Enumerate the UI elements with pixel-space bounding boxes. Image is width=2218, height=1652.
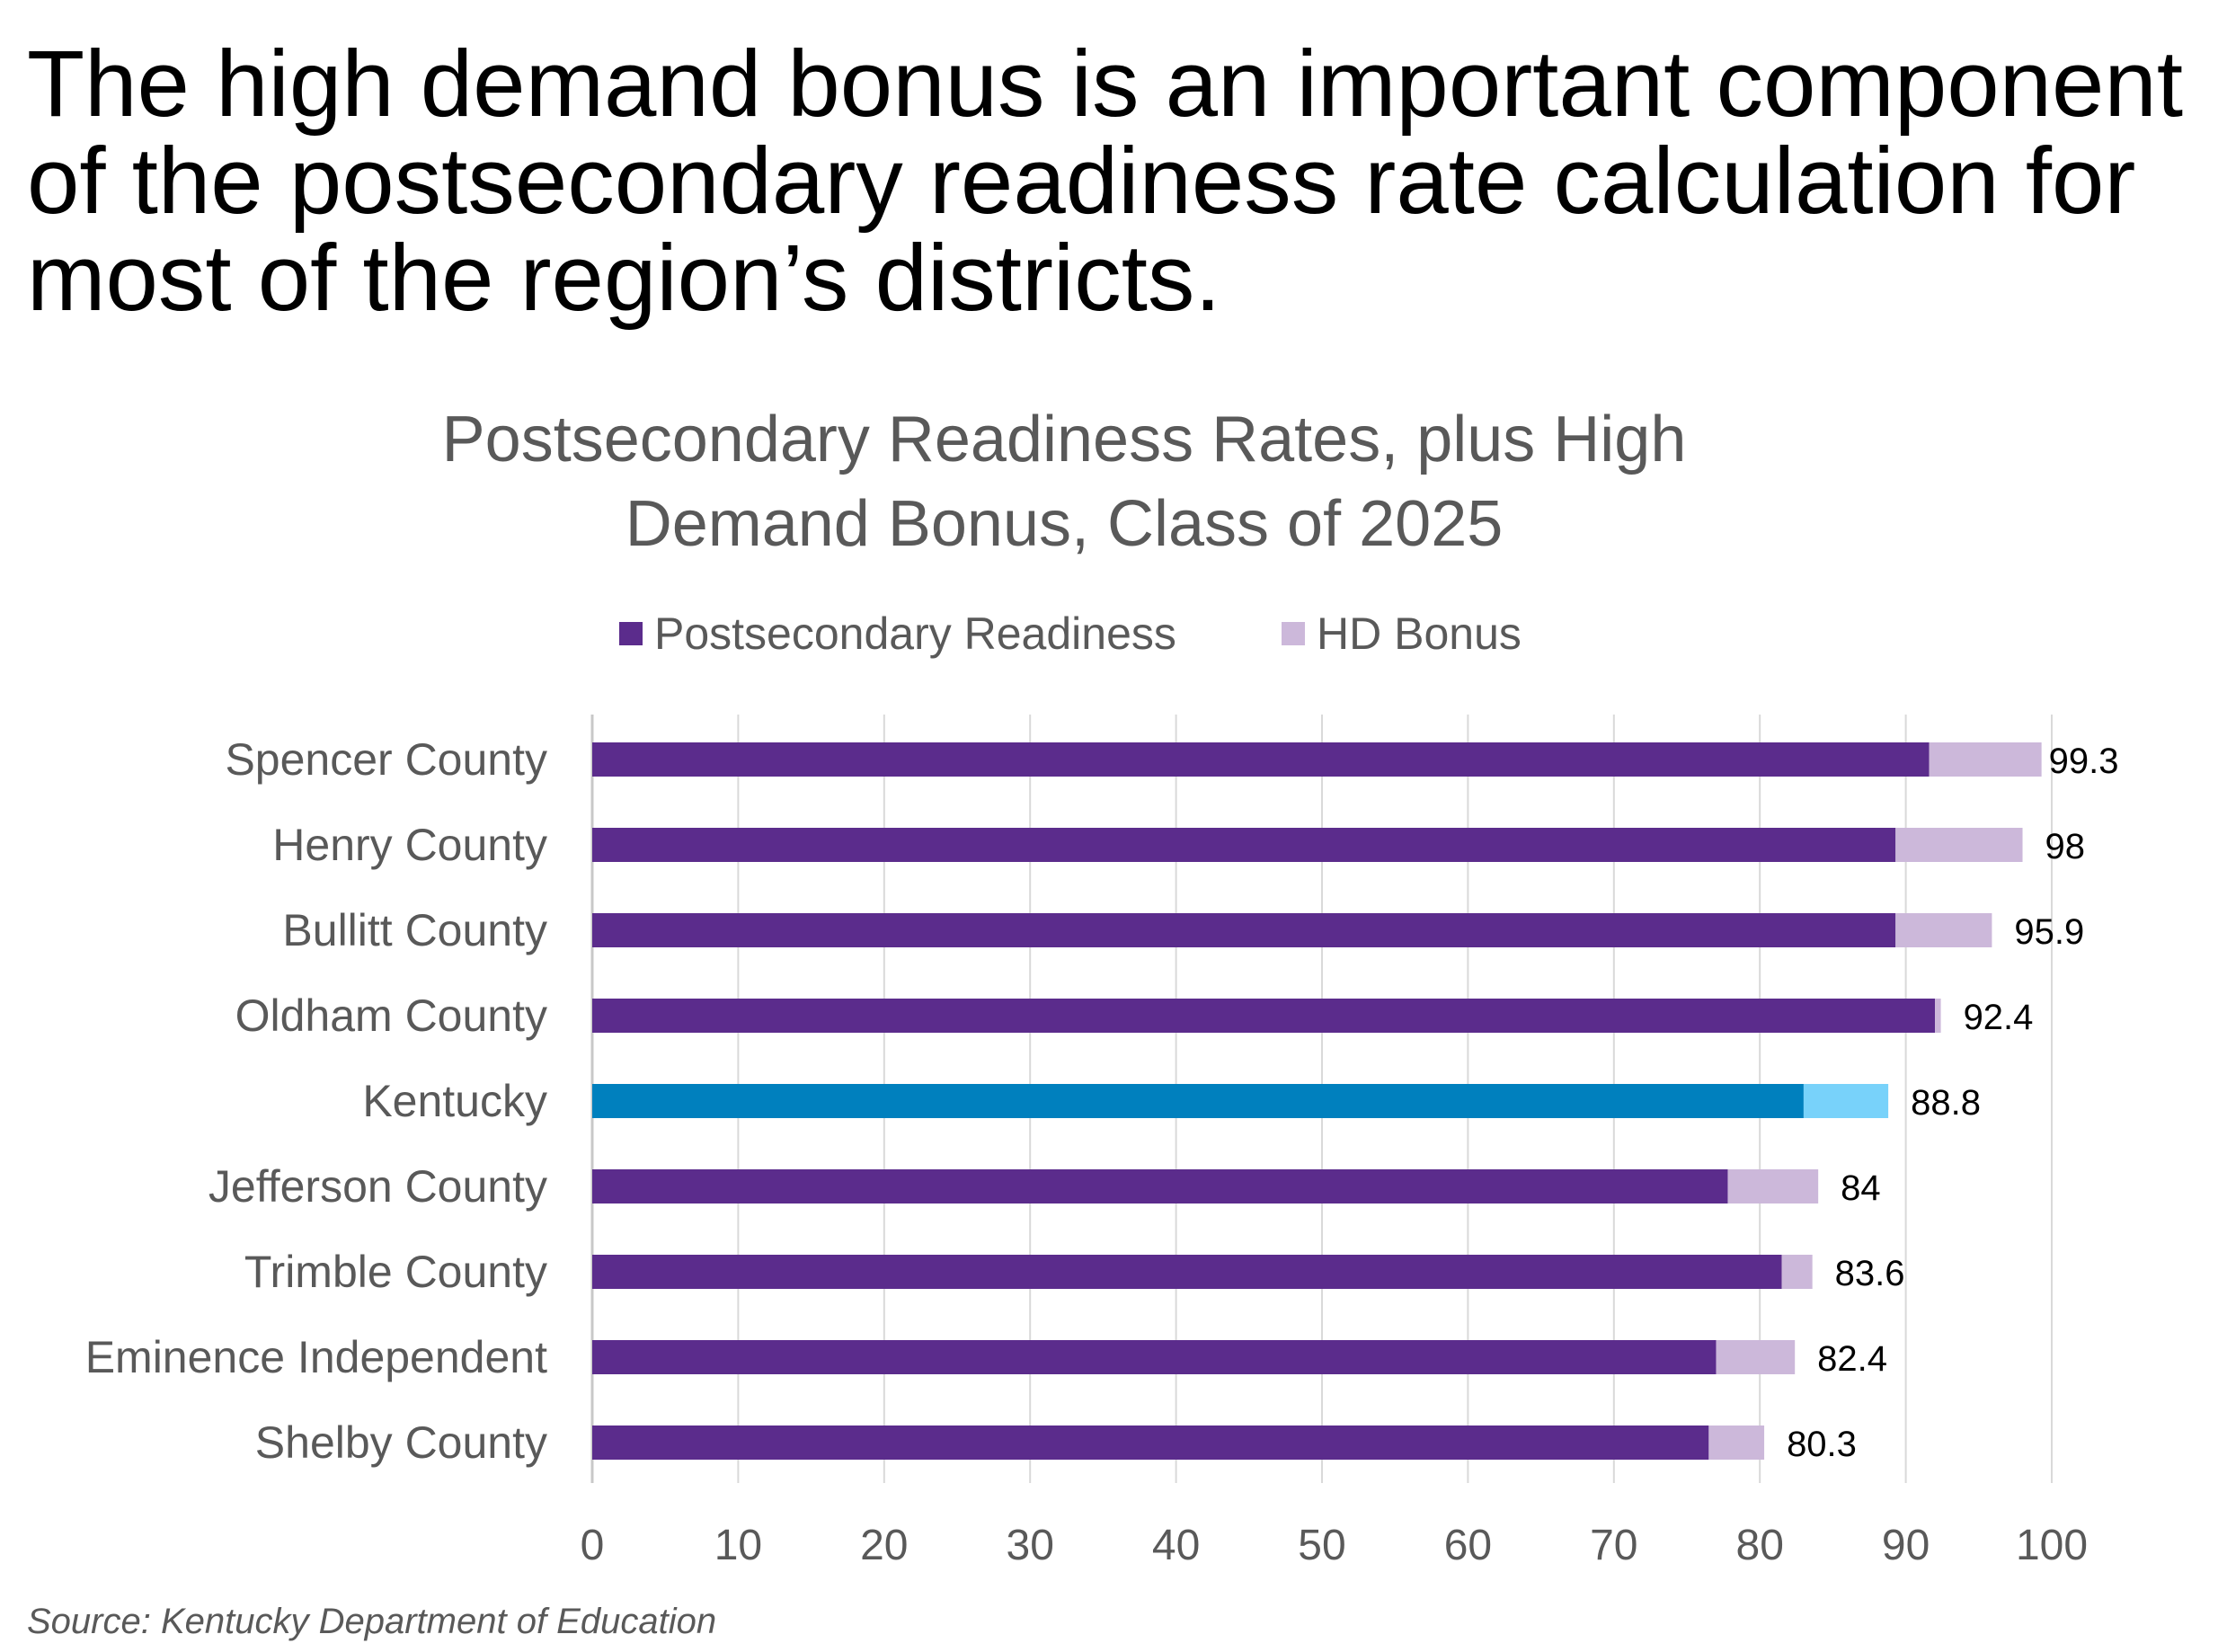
x-tick-label-70: 70 — [1590, 1522, 1637, 1569]
x-tick-label-0: 0 — [581, 1522, 605, 1569]
bar-eminence-independent-readiness — [592, 1340, 1717, 1374]
data-label-jefferson-county: 84 — [1841, 1168, 1881, 1208]
legend-swatch-readiness — [619, 622, 643, 645]
legend: Postsecondary Readiness HD Bonus — [619, 608, 1522, 659]
data-label-shelby-county: 80.3 — [1787, 1425, 1857, 1464]
x-tick-label-30: 30 — [1007, 1522, 1054, 1569]
category-label-oldham-county: Oldham County — [235, 990, 547, 1041]
category-labels: Spencer County Henry County Bullitt County… — [85, 734, 547, 1468]
bar-trimble-county-readiness — [592, 1255, 1782, 1289]
x-tick-label-90: 90 — [1882, 1522, 1930, 1569]
legend-swatch-hd-bonus — [1282, 622, 1305, 645]
category-label-spencer-county: Spencer County — [225, 734, 547, 785]
category-label-bullitt-county: Bullitt County — [282, 905, 547, 955]
data-label-eminence-independent: 82.4 — [1817, 1339, 1887, 1379]
bar-eminence-independent-hd-bonus — [1716, 1340, 1796, 1374]
data-labels: 99.3 98 95.9 92.4 88.8 84 83.6 82.4 80.3 — [1787, 742, 2118, 1464]
legend-label-readiness: Postsecondary Readiness — [654, 608, 1176, 659]
data-label-spencer-county: 99.3 — [2049, 742, 2119, 781]
headline: The high demand bonus is an important co… — [27, 31, 2184, 331]
bar-bullitt-county-readiness — [592, 913, 1896, 947]
bar-shelby-county-hd-bonus — [1708, 1426, 1765, 1460]
bar-kentucky-hd-bonus — [1803, 1084, 1889, 1118]
category-label-eminence-independent: Eminence Independent — [85, 1332, 547, 1382]
category-label-trimble-county: Trimble County — [244, 1247, 547, 1297]
bar-trimble-county-hd-bonus — [1781, 1255, 1813, 1289]
category-label-shelby-county: Shelby County — [255, 1417, 547, 1468]
category-label-henry-county: Henry County — [272, 820, 547, 870]
bar-oldham-county-hd-bonus — [1935, 999, 1941, 1033]
x-tick-label-20: 20 — [860, 1522, 908, 1569]
x-tick-label-40: 40 — [1152, 1522, 1200, 1569]
bar-kentucky-readiness — [592, 1084, 1804, 1118]
chart-title-line-1: Postsecondary Readiness Rates, plus High — [442, 404, 1687, 475]
legend-label-hd-bonus: HD Bonus — [1317, 608, 1522, 659]
source-note: Source: Kentucky Department of Education — [27, 1602, 717, 1641]
x-tick-label-60: 60 — [1444, 1522, 1492, 1569]
bar-spencer-county-readiness — [592, 742, 1930, 777]
bar-henry-county-readiness — [592, 828, 1896, 862]
bar-jefferson-county-hd-bonus — [1727, 1169, 1819, 1203]
bar-oldham-county-readiness — [592, 999, 1936, 1033]
data-label-bullitt-county: 95.9 — [2014, 912, 2084, 952]
bars — [592, 742, 2042, 1460]
bar-jefferson-county-readiness — [592, 1169, 1728, 1203]
x-tick-label-10: 10 — [714, 1522, 762, 1569]
chart-title-line-2: Demand Bonus, Class of 2025 — [625, 488, 1504, 560]
x-tick-label-80: 80 — [1736, 1522, 1784, 1569]
data-label-henry-county: 98 — [2045, 827, 2086, 866]
bar-henry-county-hd-bonus — [1895, 828, 2023, 862]
bar-shelby-county-readiness — [592, 1426, 1709, 1460]
category-label-kentucky: Kentucky — [362, 1076, 547, 1126]
x-tick-label-100: 100 — [2016, 1522, 2088, 1569]
x-axis-tick-labels: 0 10 20 30 40 50 60 70 80 90 100 — [581, 1522, 2088, 1569]
data-label-kentucky: 88.8 — [1911, 1083, 1981, 1123]
x-tick-label-50: 50 — [1298, 1522, 1345, 1569]
category-label-jefferson-county: Jefferson County — [208, 1161, 547, 1212]
bar-spencer-county-hd-bonus — [1929, 742, 2042, 777]
data-label-trimble-county: 83.6 — [1835, 1254, 1905, 1293]
data-label-oldham-county: 92.4 — [1964, 998, 2034, 1037]
bar-bullitt-county-hd-bonus — [1895, 913, 1992, 947]
